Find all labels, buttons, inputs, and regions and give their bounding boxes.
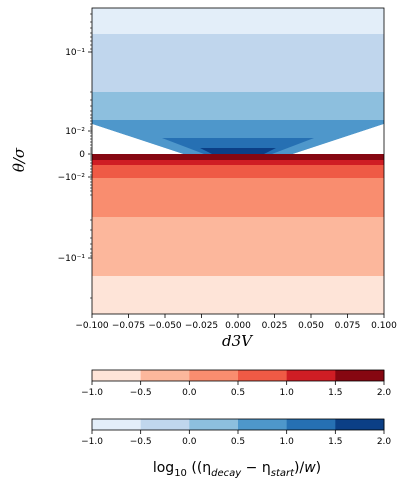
colorbar-swatch xyxy=(92,419,142,430)
x-tick-label: 0.075 xyxy=(335,321,361,331)
colorbar-swatch xyxy=(238,370,288,381)
colorbar-tick-label: 1.0 xyxy=(280,437,295,447)
colorbar-tick-label: −1.0 xyxy=(81,388,103,398)
colorbar-swatch xyxy=(286,419,336,430)
colorbar-tick-label: 1.0 xyxy=(280,388,295,398)
y-tick-label: 10⁻¹ xyxy=(65,48,85,58)
colorbar-swatch xyxy=(189,370,239,381)
y-axis-label: θ/σ xyxy=(10,147,28,172)
colorbar-swatch xyxy=(92,370,142,381)
y-tick-label: 0 xyxy=(79,150,85,160)
contour-region xyxy=(200,148,276,154)
colorbar-swatch xyxy=(238,419,288,430)
contour-region xyxy=(162,138,314,154)
contour-band xyxy=(92,178,384,217)
contour-region xyxy=(92,120,384,154)
colorbar-swatch xyxy=(140,370,190,381)
colorbar-label: log10 ((ηdecay − ηstart)/w) xyxy=(153,460,321,479)
colorbar-tick-label: 2.0 xyxy=(377,388,392,398)
x-axis-label: d3V xyxy=(222,332,254,350)
contour-band xyxy=(92,154,384,160)
colorbar-swatch xyxy=(335,370,385,381)
contour-regions xyxy=(92,8,384,314)
x-tick-label: −0.100 xyxy=(75,321,109,331)
colorbar-swatch xyxy=(335,419,385,430)
y-axis: 10⁻¹ 10⁻² 0 −10⁻² −10⁻¹ xyxy=(58,13,92,299)
y-tick-label: −10⁻² xyxy=(58,173,86,183)
contour-band xyxy=(92,8,384,34)
y-tick-label: −10⁻¹ xyxy=(58,254,86,264)
x-axis: −0.100 −0.075 −0.050 −0.025 0.000 0.025 0.050 0… xyxy=(75,314,397,331)
contour-region xyxy=(92,124,183,154)
x-tick-label: 0.100 xyxy=(371,321,397,331)
colorbar-swatch xyxy=(189,419,239,430)
colorbar-swatch xyxy=(140,419,190,430)
contour-band xyxy=(92,160,384,165)
contour-band xyxy=(92,276,384,314)
colorbar-swatch xyxy=(286,370,336,381)
contour-region xyxy=(293,124,384,154)
x-tick-label: 0.025 xyxy=(262,321,288,331)
colorbar-tick-label: 1.5 xyxy=(328,437,342,447)
plot-area xyxy=(91,7,385,315)
colorbar-tick-label: 0.5 xyxy=(231,388,245,398)
y-tick-label: 10⁻² xyxy=(65,127,85,137)
contour-band xyxy=(92,92,384,120)
colorbar-tick-label: 0.5 xyxy=(231,437,245,447)
contour-band xyxy=(92,165,384,178)
x-tick-label: −0.075 xyxy=(112,321,145,331)
colorbar-tick-label: 2.0 xyxy=(377,437,392,447)
colorbar-blue: −1.0 −0.5 0.0 0.5 1.0 1.5 2.0 xyxy=(81,418,392,447)
x-axis-label-text: d3V xyxy=(222,332,254,350)
y-axis-label-text: θ/σ xyxy=(10,147,28,172)
x-tick-label: −0.050 xyxy=(148,321,182,331)
colorbar-red: −1.0 −0.5 0.0 0.5 1.0 1.5 2.0 xyxy=(81,369,392,398)
contour-band xyxy=(92,34,384,92)
colorbar-tick-label: −0.5 xyxy=(130,437,152,447)
colorbar-tick-label: −1.0 xyxy=(81,437,103,447)
colorbar-tick-label: 0.0 xyxy=(182,388,197,398)
x-tick-label: 0.050 xyxy=(298,321,324,331)
colorbar-tick-label: 0.0 xyxy=(182,437,197,447)
x-tick-label: 0.000 xyxy=(225,321,251,331)
colorbar-tick-label: −0.5 xyxy=(130,388,152,398)
x-tick-label: −0.025 xyxy=(185,321,218,331)
colorbar-tick-label: 1.5 xyxy=(328,388,342,398)
contour-band xyxy=(92,270,384,276)
contour-band xyxy=(92,217,384,270)
